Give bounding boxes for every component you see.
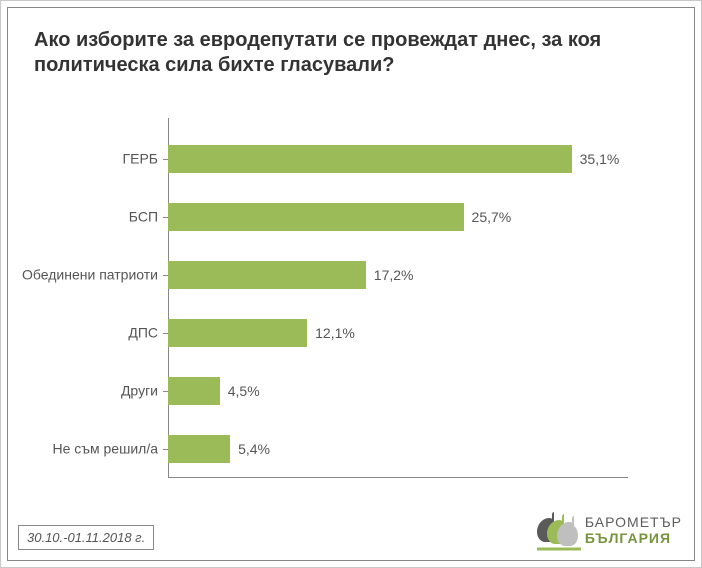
category-label: Не съм решил/а: [18, 441, 168, 456]
bar-row: ДПС12,1%: [168, 304, 628, 362]
outer-frame: Ако изборите за евродепутати се провежда…: [0, 0, 702, 568]
value-label: 5,4%: [238, 441, 270, 457]
value-label: 25,7%: [472, 209, 512, 225]
category-label: Обединени патриоти: [18, 267, 168, 282]
category-label: Други: [18, 383, 168, 398]
bar-row: Други4,5%: [168, 362, 628, 420]
category-label: БСП: [18, 209, 168, 224]
bar: [168, 261, 366, 289]
chart-area: ГЕРБ35,1%БСП25,7%Обединени патриоти17,2%…: [168, 118, 628, 478]
logo-line1: БАРОМЕТЪР: [585, 515, 682, 529]
logo-line2: БЪЛГАРИЯ: [585, 531, 682, 545]
bar: [168, 203, 464, 231]
bar: [168, 145, 572, 173]
logo-heads-icon: [535, 508, 583, 552]
bar-row: Обединени патриоти17,2%: [168, 246, 628, 304]
date-range-box: 30.10.-01.11.2018 г.: [18, 525, 154, 550]
bar: [168, 435, 230, 463]
bar: [168, 377, 220, 405]
value-label: 4,5%: [228, 383, 260, 399]
bar-row: БСП25,7%: [168, 188, 628, 246]
category-label: ГЕРБ: [18, 151, 168, 166]
bar-row: Не съм решил/а5,4%: [168, 420, 628, 478]
logo: БАРОМЕТЪР БЪЛГАРИЯ: [535, 508, 682, 552]
value-label: 17,2%: [374, 267, 414, 283]
bar-row: ГЕРБ35,1%: [168, 130, 628, 188]
category-label: ДПС: [18, 325, 168, 340]
bar: [168, 319, 307, 347]
logo-text: БАРОМЕТЪР БЪЛГАРИЯ: [585, 515, 682, 545]
value-label: 35,1%: [580, 151, 620, 167]
value-label: 12,1%: [315, 325, 355, 341]
inner-frame: Ако изборите за евродепутати се провежда…: [7, 7, 695, 561]
chart-title: Ако изборите за евродепутати се провежда…: [34, 28, 654, 78]
